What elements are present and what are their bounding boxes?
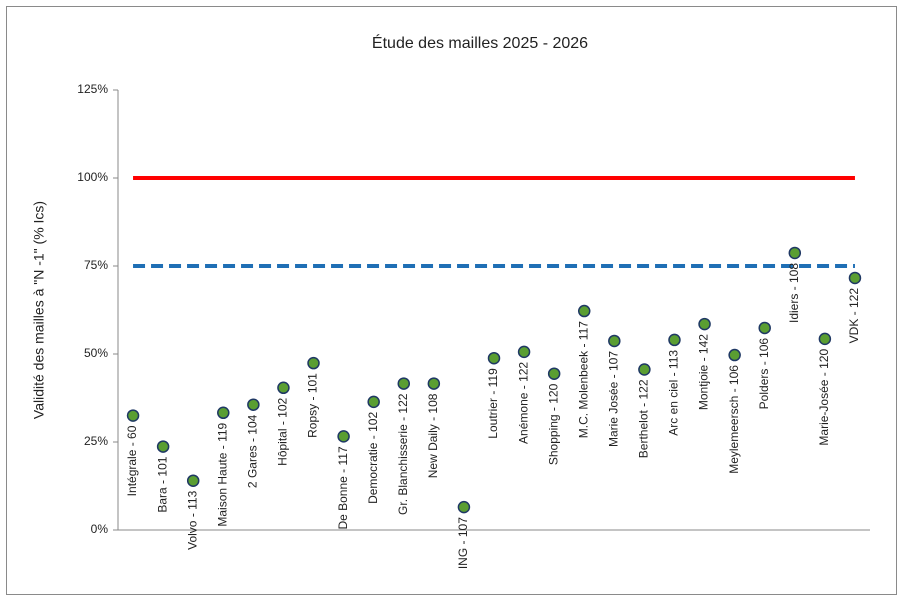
point (487, 351, 501, 365)
point-label: Arc en ciel - 113 (667, 350, 681, 436)
point (457, 500, 471, 514)
point (367, 395, 380, 409)
point-label: Ropsy - 101 (306, 373, 320, 438)
point-label: VDK - 122 (847, 288, 861, 344)
point-label: Democratie - 102 (366, 412, 380, 504)
point (186, 474, 200, 487)
point (577, 304, 591, 318)
point-label: Meylemeersch - 106 (727, 365, 741, 474)
point (848, 271, 862, 285)
point-label: Hôpital - 102 (276, 397, 290, 465)
point (668, 333, 681, 347)
point-label: Shopping - 120 (546, 383, 560, 465)
y-tick-label: 25% (84, 434, 108, 448)
y-axis-label: Validité des mailles à "N -1" (% Ics) (31, 201, 47, 419)
point-label: Marie Josée - 107 (606, 351, 620, 447)
point-label: Gr. Blanchisserie - 122 (396, 393, 410, 515)
point (698, 317, 711, 331)
point-label: M.C. Molenbeek - 117 (576, 321, 590, 438)
point-label: Berthelot - 122 (637, 379, 651, 458)
point (307, 356, 320, 370)
y-tick-label: 50% (84, 346, 108, 360)
point (608, 334, 621, 348)
point-label: Polders - 106 (757, 338, 771, 410)
point (126, 409, 140, 422)
point (156, 440, 170, 453)
point (337, 430, 350, 443)
point-label: Montjoie - 142 (697, 334, 711, 410)
point-label: Marie-Josée - 120 (817, 349, 831, 446)
point (758, 321, 771, 335)
point (547, 367, 561, 380)
point (277, 381, 290, 395)
point-label: Loutrier - 119 (486, 368, 500, 439)
point-label: Anémone - 122 (516, 362, 530, 444)
point (638, 363, 651, 376)
point-label: New Daily - 108 (426, 393, 440, 478)
point-label: 2 Gares - 104 (246, 414, 260, 488)
chart-title: Étude des mailles 2025 - 2026 (372, 33, 588, 52)
point-label: Idiers - 108 (787, 263, 801, 323)
chart-border (6, 6, 897, 595)
point-label: Intégrale - 60 (125, 425, 139, 496)
point (517, 345, 531, 359)
point (728, 348, 741, 362)
point-label: Volvo - 113 (185, 490, 199, 549)
y-tick-label: 100% (77, 170, 108, 184)
y-tick-label: 0% (91, 522, 109, 536)
point-label: Bara - 101 (155, 456, 169, 512)
point-label: ING - 107 (456, 517, 470, 569)
point (397, 377, 411, 390)
point-label: De Bonne - 117 (336, 446, 350, 529)
y-tick-label: 125% (77, 82, 108, 96)
point (788, 246, 802, 260)
point (247, 398, 260, 411)
point (217, 406, 230, 420)
point (818, 332, 832, 346)
point (427, 377, 441, 390)
y-tick-label: 75% (84, 258, 108, 272)
point-label: Maison Haute - 119 (215, 422, 229, 526)
